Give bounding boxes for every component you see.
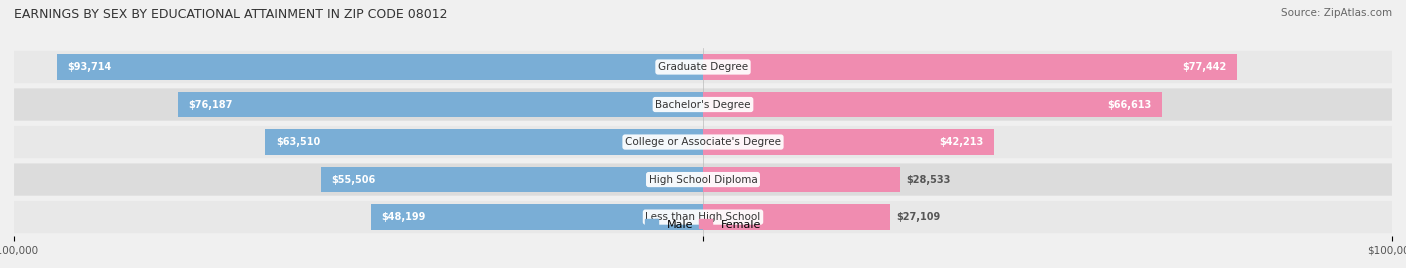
Bar [179,92,703,117]
Text: $76,187: $76,187 [188,99,233,110]
Text: EARNINGS BY SEX BY EDUCATIONAL ATTAINMENT IN ZIP CODE 08012: EARNINGS BY SEX BY EDUCATIONAL ATTAINMEN… [14,8,447,21]
Bar [703,167,900,192]
Text: Bachelor's Degree: Bachelor's Degree [655,99,751,110]
Text: $77,442: $77,442 [1182,62,1226,72]
Text: $48,199: $48,199 [381,212,426,222]
Bar [321,167,703,192]
FancyBboxPatch shape [14,163,1392,196]
Text: Source: ZipAtlas.com: Source: ZipAtlas.com [1281,8,1392,18]
Bar [703,92,1161,117]
Bar [703,204,890,230]
Text: High School Diploma: High School Diploma [648,174,758,185]
Text: $63,510: $63,510 [276,137,321,147]
Text: $42,213: $42,213 [939,137,983,147]
FancyBboxPatch shape [14,201,1392,233]
Text: Less than High School: Less than High School [645,212,761,222]
Text: College or Associate's Degree: College or Associate's Degree [626,137,780,147]
Bar [58,54,703,80]
FancyBboxPatch shape [14,51,1392,83]
Bar [703,129,994,155]
Text: $27,109: $27,109 [897,212,941,222]
Text: $93,714: $93,714 [67,62,112,72]
Bar [703,54,1236,80]
Text: $28,533: $28,533 [907,174,950,185]
Text: $66,613: $66,613 [1108,99,1152,110]
Text: $55,506: $55,506 [330,174,375,185]
Bar [266,129,703,155]
Bar [371,204,703,230]
Legend: Male, Female: Male, Female [640,215,766,234]
FancyBboxPatch shape [14,126,1392,158]
FancyBboxPatch shape [14,88,1392,121]
Text: Graduate Degree: Graduate Degree [658,62,748,72]
